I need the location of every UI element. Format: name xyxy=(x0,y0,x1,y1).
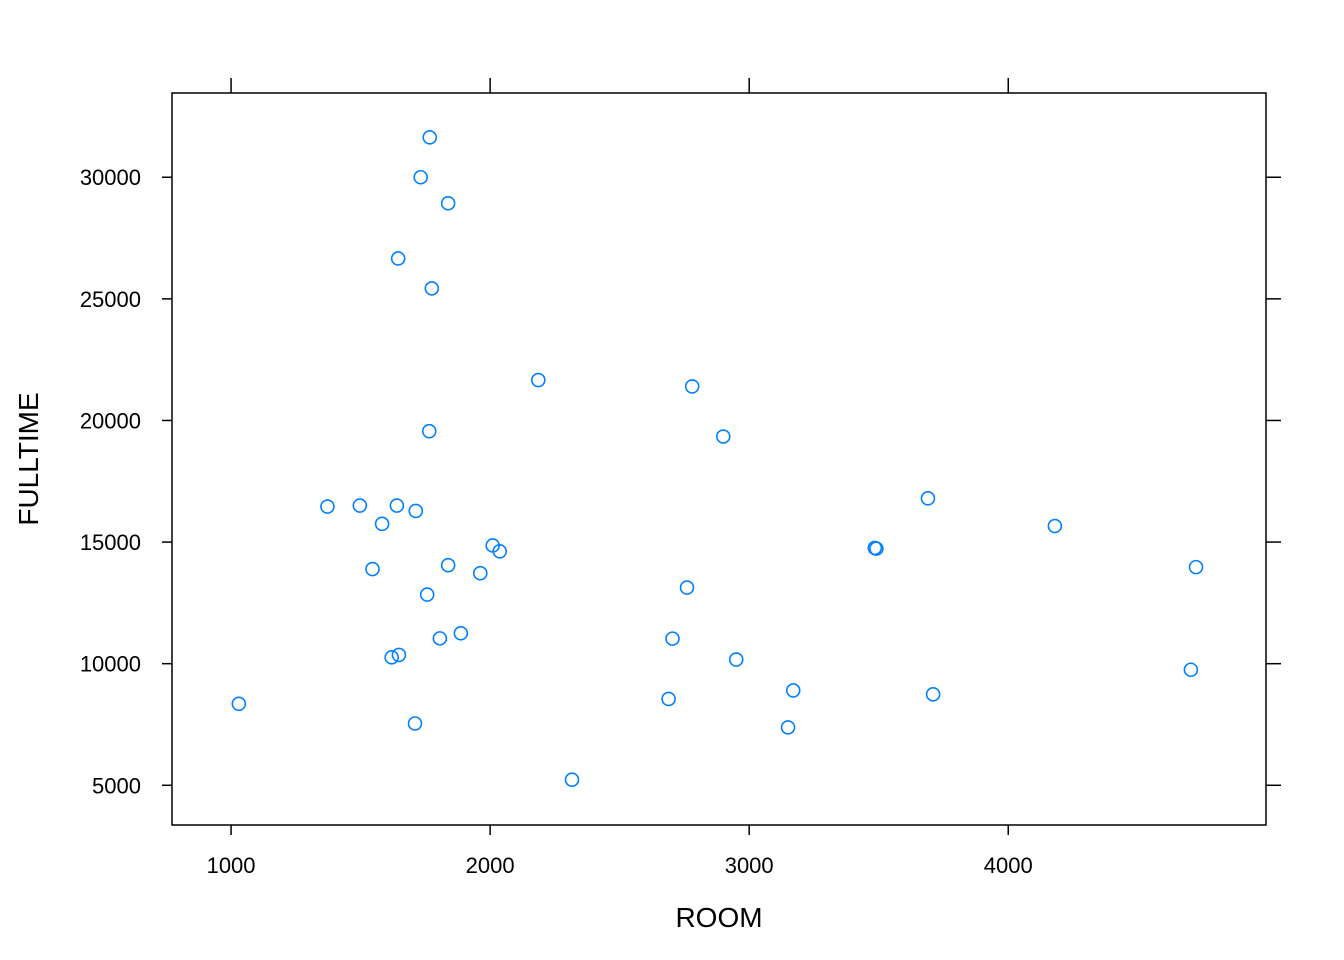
data-point xyxy=(661,691,676,707)
data-point xyxy=(920,490,936,506)
x-axis-title: ROOM xyxy=(675,902,762,933)
data-point xyxy=(728,652,744,667)
y-axis: 5000 10000 15000 20000 25000 30000 xyxy=(80,165,1281,798)
x-tick-label: 4000 xyxy=(984,853,1033,878)
data-point xyxy=(352,498,368,513)
data-point xyxy=(453,625,469,641)
data-point xyxy=(422,130,438,145)
data-point xyxy=(419,587,435,602)
data-point xyxy=(472,565,488,581)
data-point xyxy=(408,503,424,519)
data-point xyxy=(231,696,247,712)
x-tick-label: 3000 xyxy=(725,853,774,878)
data-point xyxy=(391,647,407,663)
data-point xyxy=(407,716,423,731)
data-point xyxy=(413,169,428,185)
data-point xyxy=(389,498,405,513)
y-tick-label: 15000 xyxy=(80,530,141,555)
data-point xyxy=(1047,518,1063,534)
data-point xyxy=(374,516,390,532)
y-tick-label: 30000 xyxy=(80,165,141,190)
data-point xyxy=(440,195,456,211)
x-tick-label: 1000 xyxy=(207,853,256,878)
data-point xyxy=(320,499,335,514)
plot-frame xyxy=(171,92,1267,826)
data-point xyxy=(365,561,380,577)
data-point xyxy=(785,683,801,698)
data-point xyxy=(1188,559,1204,575)
data-point xyxy=(531,372,546,388)
data-point xyxy=(564,772,580,787)
data-point xyxy=(384,650,399,665)
x-axis: 1000 2000 3000 4000 xyxy=(207,78,1033,878)
data-point xyxy=(925,687,941,702)
data-point xyxy=(684,379,700,394)
data-point xyxy=(665,631,680,646)
data-point xyxy=(424,281,440,296)
y-axis-title: FULLTIME xyxy=(13,392,44,525)
y-tick-label: 10000 xyxy=(80,652,141,677)
y-tick-label: 5000 xyxy=(92,773,141,798)
data-point xyxy=(432,631,448,646)
data-point xyxy=(1183,662,1199,678)
data-point xyxy=(869,541,884,556)
data-point xyxy=(679,580,695,595)
data-point xyxy=(492,544,508,559)
data-point xyxy=(715,429,731,444)
data-point xyxy=(421,423,437,439)
data-point xyxy=(780,720,796,735)
data-point xyxy=(390,251,406,266)
y-tick-label: 20000 xyxy=(80,408,141,433)
data-point xyxy=(440,557,456,573)
x-tick-label: 2000 xyxy=(466,853,515,878)
data-points xyxy=(231,130,1204,787)
y-tick-label: 25000 xyxy=(80,287,141,312)
